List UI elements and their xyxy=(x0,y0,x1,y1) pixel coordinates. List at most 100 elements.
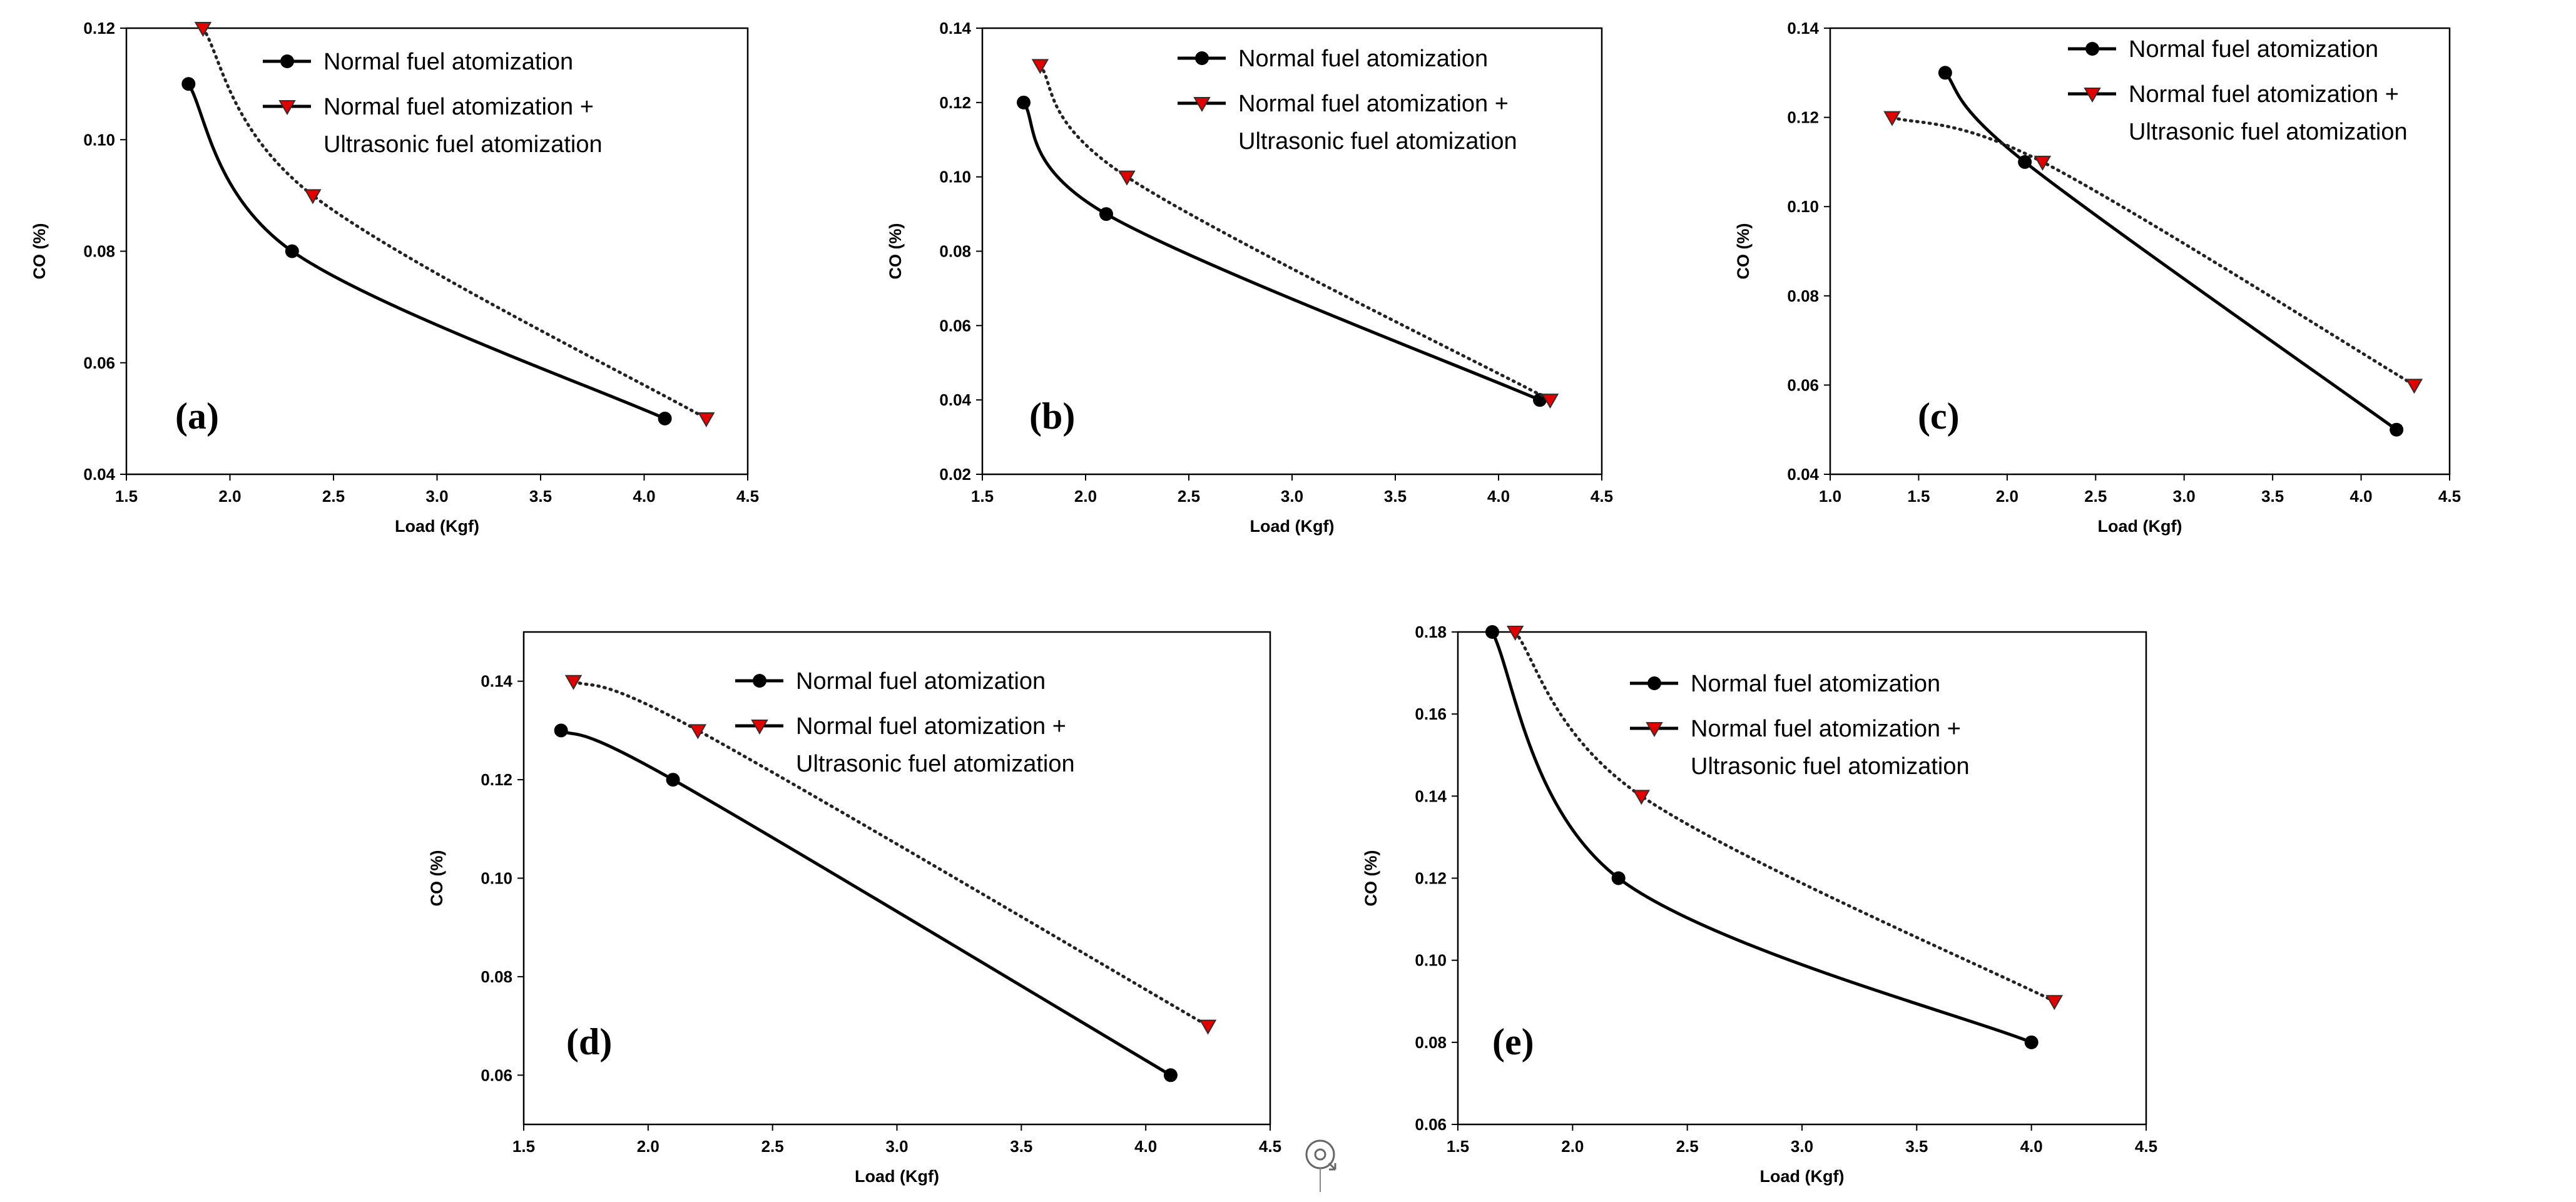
legend-ultrasonic-label-line1: Normal fuel atomization + xyxy=(796,713,1066,740)
panel-label: (b) xyxy=(1029,395,1075,437)
y-tick-label: 0.14 xyxy=(1787,19,1819,38)
x-tick-label: 3.5 xyxy=(1010,1137,1032,1156)
normal-series-line xyxy=(1022,101,1540,402)
x-tick-label: 2.5 xyxy=(1676,1137,1699,1156)
panel-label: (d) xyxy=(566,1021,612,1062)
legend: Normal fuel atomization Normal fuel atomi… xyxy=(1630,671,1970,780)
normal-data-point xyxy=(2024,1035,2039,1049)
normal-data-point xyxy=(1163,1068,1178,1082)
y-tick-label: 0.12 xyxy=(1787,108,1819,127)
x-tick-label: 2.0 xyxy=(1996,487,2019,506)
normal-data-point xyxy=(1017,95,1031,110)
x-axis-label: Load (Kgf) xyxy=(2098,517,2182,536)
ultrasonic-series-line xyxy=(201,26,708,420)
chart-panels: 1.5 2.0 2.5 3.0 3.5 4.0 4.5 0.04 0.06 0.08 0.10 0.1… xyxy=(30,19,2461,1186)
y-tick-label: 0.10 xyxy=(1415,951,1447,970)
legend-normal-label: Normal fuel atomization xyxy=(1691,671,1940,697)
y-tick-label: 0.04 xyxy=(939,390,971,409)
y-tick-label: 0.08 xyxy=(1787,287,1819,305)
y-tick-label: 0.12 xyxy=(481,770,512,789)
x-tick-label: 4.5 xyxy=(2438,487,2461,506)
normal-series-line xyxy=(1943,71,2398,431)
y-tick-label: 0.10 xyxy=(481,869,512,888)
panel-label: (c) xyxy=(1918,395,1960,437)
x-tick-label: 3.0 xyxy=(1281,487,1303,506)
ultrasonic-data-point xyxy=(2034,155,2052,171)
normal-data-point xyxy=(658,411,672,425)
x-tick-label: 3.0 xyxy=(425,487,448,506)
x-tick-label: 2.5 xyxy=(1178,487,1200,506)
x-axis-label: Load (Kgf) xyxy=(855,1167,939,1186)
ultrasonic-series-line xyxy=(572,680,1210,1028)
x-tick-label: 1.0 xyxy=(1819,487,1841,506)
normal-data-point xyxy=(1485,625,1499,639)
y-tick-label: 0.06 xyxy=(83,354,115,372)
legend: Normal fuel atomization Normal fuel atomi… xyxy=(2068,36,2408,145)
ultrasonic-data-point xyxy=(1506,626,1524,641)
x-tick-label: 1.5 xyxy=(1447,1137,1469,1156)
ultrasonic-series-line xyxy=(1890,116,2416,387)
legend-normal-marker xyxy=(1647,676,1661,690)
plot-frame xyxy=(522,631,1271,1126)
legend-normal-marker xyxy=(753,674,766,688)
normal-data-point xyxy=(181,77,196,91)
x-tick-label: 2.0 xyxy=(1074,487,1097,506)
legend-normal-marker xyxy=(2085,42,2099,56)
legend-normal-label: Normal fuel atomization xyxy=(1238,46,1488,72)
normal-data-point xyxy=(1938,66,1952,80)
y-tick-label: 0.14 xyxy=(481,672,512,691)
x-tick-label: 3.0 xyxy=(1791,1137,1813,1156)
ultrasonic-data-point xyxy=(564,675,583,690)
ultrasonic-data-point xyxy=(1118,170,1136,186)
x-tick-label: 3.0 xyxy=(2173,487,2196,506)
y-tick-label: 0.06 xyxy=(1415,1115,1447,1134)
normal-series-line xyxy=(1490,631,2032,1044)
normal-data-point xyxy=(554,723,568,738)
legend-ultrasonic-marker xyxy=(2084,88,2101,103)
y-tick-label: 0.06 xyxy=(481,1066,512,1084)
legend: Normal fuel atomization Normal fuel atomi… xyxy=(1178,46,1517,155)
y-tick-label: 0.04 xyxy=(83,465,115,484)
x-tick-label: 4.5 xyxy=(1591,487,1613,506)
legend-ultrasonic-label-line2: Ultrasonic fuel atomization xyxy=(2129,119,2408,145)
x-tick-label: 4.0 xyxy=(633,487,655,506)
ultrasonic-data-point xyxy=(304,189,322,205)
chart-panel: 1.0 1.5 2.0 2.5 3.0 3.5 4.0 4.5 0.04 0.06 0.08 0.10… xyxy=(1734,19,2461,536)
ultrasonic-data-point xyxy=(1541,394,1559,409)
x-tick-label: 2.0 xyxy=(637,1137,659,1156)
x-tick-label: 4.0 xyxy=(1134,1137,1157,1156)
y-tick-label: 0.08 xyxy=(1415,1033,1447,1052)
y-tick-label: 0.08 xyxy=(481,967,512,986)
legend-ultrasonic-label-line2: Ultrasonic fuel atomization xyxy=(1691,753,1970,780)
plot-frame xyxy=(1457,631,2147,1126)
x-tick-label: 1.5 xyxy=(1907,487,1930,506)
ultrasonic-series-line xyxy=(1038,63,1552,402)
legend-ultrasonic-marker xyxy=(1193,97,1211,113)
y-tick-label: 0.04 xyxy=(1787,465,1819,484)
y-tick-label: 0.16 xyxy=(1415,705,1447,723)
legend-ultrasonic-label-line1: Normal fuel atomization + xyxy=(2129,81,2399,108)
y-tick-label: 0.10 xyxy=(83,130,115,149)
x-tick-label: 2.0 xyxy=(1561,1137,1584,1156)
legend-ultrasonic-label-line2: Ultrasonic fuel atomization xyxy=(1238,128,1517,155)
y-tick-label: 0.12 xyxy=(939,93,971,112)
chart-panel: 1.5 2.0 2.5 3.0 3.5 4.0 4.5 0.04 0.06 0.08 0.10 0.1… xyxy=(30,19,759,536)
x-tick-label: 3.5 xyxy=(1384,487,1407,506)
y-tick-label: 0.08 xyxy=(939,242,971,261)
x-tick-label: 2.0 xyxy=(218,487,241,506)
legend-normal-marker xyxy=(1195,51,1209,65)
normal-series-line xyxy=(187,83,666,420)
x-tick-label: 4.5 xyxy=(736,487,759,506)
y-tick-label: 0.06 xyxy=(939,316,971,335)
y-tick-label: 0.06 xyxy=(1787,375,1819,394)
ultrasonic-data-point xyxy=(1199,1019,1217,1035)
x-tick-label: 1.5 xyxy=(115,487,138,506)
y-tick-label: 0.10 xyxy=(1787,197,1819,216)
legend-normal-label: Normal fuel atomization xyxy=(2129,36,2378,63)
x-tick-label: 2.5 xyxy=(2084,487,2107,506)
y-tick-label: 0.14 xyxy=(1415,787,1447,805)
y-tick-label: 0.10 xyxy=(939,168,971,186)
y-tick-label: 0.02 xyxy=(939,465,971,484)
legend-normal-marker xyxy=(280,54,294,68)
ultrasonic-data-point xyxy=(2405,379,2423,394)
